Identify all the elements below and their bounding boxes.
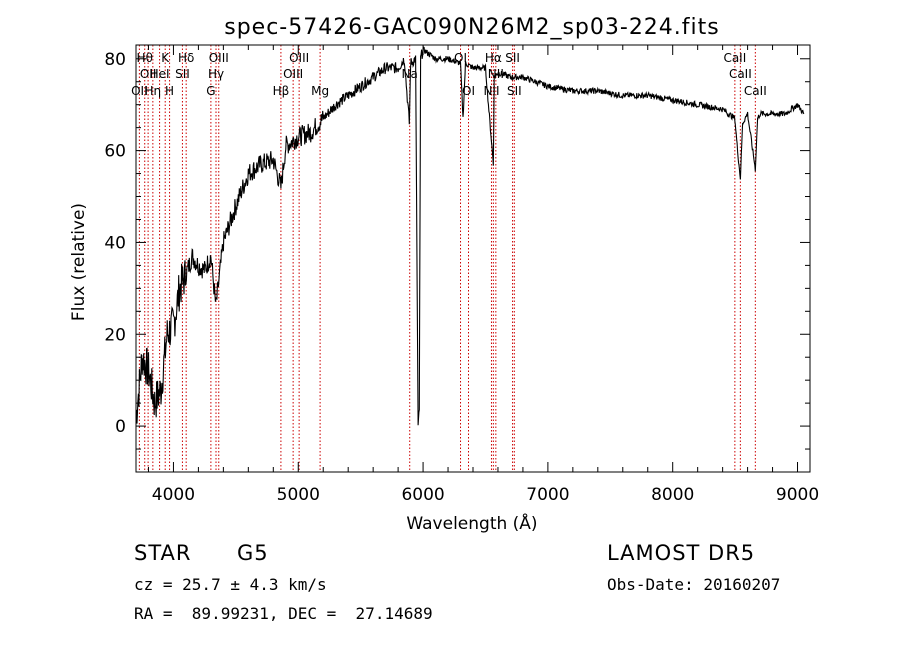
x-tick-label-2: 6000: [401, 485, 444, 505]
x-axis-ticks: 4000 5000 6000 7000 8000 9000: [147, 45, 819, 505]
line-label-24: CaII: [723, 51, 746, 65]
y-axis-label: Flux (relative): [69, 203, 89, 321]
line-label-7: SII: [175, 67, 190, 81]
x-tick-label-4: 8000: [651, 485, 694, 505]
line-label-11: OIII: [209, 51, 229, 65]
x-tick-label-0: 4000: [152, 485, 195, 505]
y-tick-label-1: 20: [104, 325, 126, 345]
line-label-15: Mg: [311, 84, 329, 98]
line-label-26: CaII: [744, 84, 767, 98]
y-tick-label-4: 80: [104, 50, 126, 70]
line-label-19: NII: [483, 84, 499, 98]
line-label-8: Hδ: [178, 51, 194, 65]
line-label-22: SII: [505, 51, 520, 65]
object-subclass: G5: [237, 541, 269, 565]
line-label-5: K: [161, 51, 170, 65]
y-axis-ticks: 0 20 40 60 80: [104, 50, 810, 473]
observation-date: Obs-Date: 20160207: [607, 575, 781, 594]
line-label-9: G: [206, 84, 215, 98]
line-label-20: Hα: [485, 51, 502, 65]
survey-name: LAMOST DR5: [607, 541, 756, 565]
x-tick-label-1: 5000: [277, 485, 320, 505]
line-label-10: Hγ: [208, 67, 224, 81]
line-label-23: SII: [507, 84, 522, 98]
line-label-3: Hη: [145, 84, 162, 98]
redshift-readout: cz = 25.7 ± 4.3 km/s: [134, 575, 327, 594]
line-label-0: OII: [131, 84, 148, 98]
line-label-18: OI: [462, 84, 475, 98]
spectrum-series-line: [135, 46, 805, 426]
line-label-25: CaII: [729, 67, 752, 81]
x-tick-label-3: 7000: [526, 485, 569, 505]
y-tick-label-0: 0: [115, 417, 126, 437]
line-label-2: OII: [140, 67, 157, 81]
line-label-6: H: [165, 84, 174, 98]
x-tick-label-5: 9000: [776, 485, 819, 505]
line-label-14: OIII: [289, 51, 309, 65]
line-label-1: Hθ: [137, 51, 153, 65]
line-label-17: OI: [454, 51, 467, 65]
x-axis-label: Wavelength (Å): [406, 512, 537, 534]
object-class: STAR: [134, 541, 192, 565]
line-label-13: OIII: [283, 67, 303, 81]
y-tick-label-3: 60: [104, 142, 126, 162]
coordinates-readout: RA = 89.99231, DEC = 27.14689: [134, 604, 433, 623]
chart-title: spec-57426-GAC090N26M2_sp03-224.fits: [224, 15, 720, 40]
line-label-12: Hβ: [273, 84, 290, 98]
y-tick-label-2: 40: [104, 233, 126, 253]
line-label-4: HeI: [150, 67, 170, 81]
spectral-line-markers: [138, 45, 756, 472]
